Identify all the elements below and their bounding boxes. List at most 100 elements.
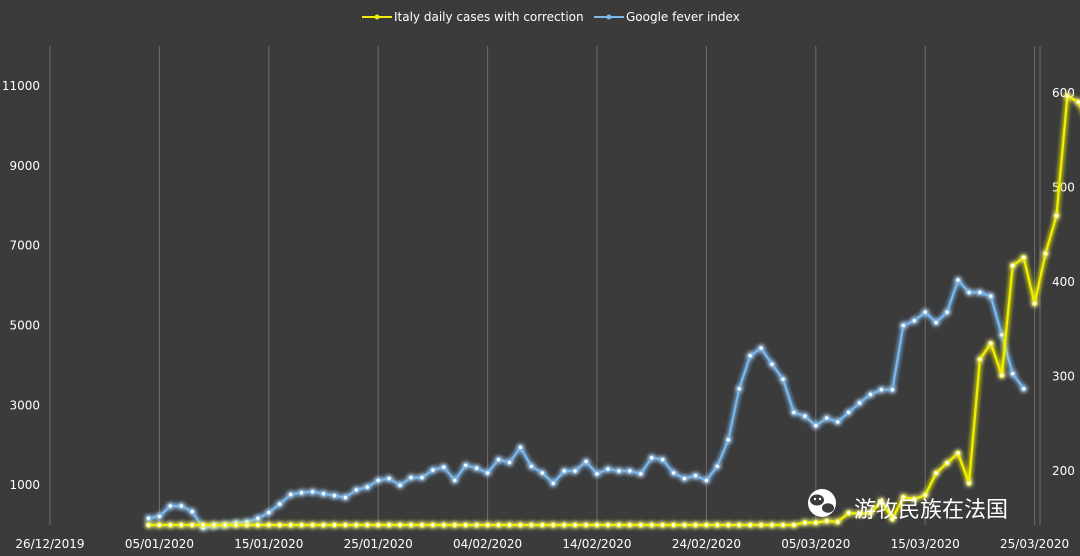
italy-point [309, 522, 316, 528]
google-point [725, 437, 731, 443]
italy-point [933, 470, 939, 476]
legend-label-google: Google fever index [626, 10, 740, 24]
google-point [736, 386, 742, 392]
italy-point [977, 356, 983, 363]
y-left-tick-label: 5000 [9, 318, 40, 332]
x-tick-label: 14/02/2020 [562, 537, 631, 551]
italy-point [167, 522, 174, 528]
italy-point [692, 522, 699, 528]
italy-point [572, 522, 578, 528]
italy-point [616, 522, 622, 528]
italy-point [528, 522, 535, 528]
google-point [638, 471, 644, 477]
google-point [353, 487, 359, 493]
google-point [922, 309, 928, 315]
italy-point [397, 522, 403, 528]
italy-point [506, 522, 513, 528]
italy-point [364, 522, 370, 528]
y-right-tick-label: 300 [1052, 370, 1075, 384]
google-point [977, 289, 983, 296]
google-point [911, 318, 917, 324]
google-point [747, 353, 753, 359]
italy-line [148, 94, 1080, 527]
google-point [988, 293, 994, 299]
italy-point [988, 340, 994, 347]
italy-point [670, 522, 677, 528]
italy-point [375, 522, 381, 528]
google-point [670, 470, 677, 476]
italy-point [714, 522, 720, 528]
x-tick-label: 24/02/2020 [672, 537, 741, 551]
google-point [572, 468, 578, 474]
series-italy [145, 93, 1080, 528]
italy-point [1031, 300, 1038, 307]
y-right-tick-label: 500 [1052, 181, 1075, 195]
google-point [386, 475, 392, 482]
italy-point [200, 522, 206, 528]
italy-point [802, 519, 808, 526]
google-point [878, 387, 885, 393]
google-point [419, 474, 425, 481]
italy-point [681, 522, 688, 528]
series-google [145, 277, 1027, 531]
google-point [845, 409, 852, 416]
italy-point [550, 522, 556, 528]
italy-point [178, 522, 185, 528]
y-left-tick-label: 7000 [9, 239, 40, 253]
watermark: 游牧民族在法国 [808, 489, 1008, 523]
google-point [867, 391, 874, 398]
google-point [495, 457, 502, 463]
italy-point [452, 522, 458, 528]
italy-point [725, 522, 731, 528]
italy-point [966, 480, 972, 486]
y-left-tick-label: 1000 [9, 478, 40, 492]
google-point [955, 277, 961, 283]
italy-point [277, 522, 283, 528]
google-point [331, 492, 338, 499]
google-point [835, 419, 841, 425]
google-point [824, 415, 830, 421]
y-right-tick-label: 200 [1052, 464, 1075, 478]
google-point [266, 509, 272, 516]
google-point [255, 515, 261, 521]
google-point [145, 515, 152, 521]
italy-point [594, 522, 600, 528]
google-point [966, 289, 972, 296]
x-tick-label: 05/03/2020 [781, 537, 850, 551]
google-point [441, 464, 447, 470]
google-point [178, 503, 185, 509]
italy-point [1042, 250, 1049, 257]
italy-point [1021, 254, 1027, 261]
italy-point [845, 510, 852, 516]
italy-point [353, 522, 359, 528]
italy-point [856, 511, 863, 517]
google-point [1010, 371, 1016, 377]
google-point [758, 345, 764, 351]
italy-point [1053, 213, 1060, 219]
google-point [375, 477, 381, 484]
italy-point [386, 522, 392, 528]
italy-point [999, 372, 1005, 378]
google-point [900, 322, 906, 329]
italy-point [331, 522, 338, 528]
google-point [1021, 386, 1027, 392]
x-tick-label: 15/01/2020 [234, 537, 303, 551]
google-point [856, 400, 863, 406]
italy-point [255, 522, 261, 528]
google-point [277, 501, 283, 507]
legend-item-google: Google fever index [594, 10, 740, 24]
italy-point [769, 522, 775, 528]
google-point [528, 463, 535, 469]
italy-point [791, 522, 797, 528]
italy-point [955, 450, 961, 456]
google-point [517, 444, 524, 451]
axes: 26/12/2019 05/01/2020 15/01/2020 25/01/2020… [2, 79, 1075, 551]
google-point [298, 490, 305, 496]
italy-point [244, 522, 250, 528]
google-point [999, 332, 1005, 338]
italy-point [495, 522, 502, 528]
y-left-tick-label: 9000 [9, 159, 40, 173]
google-point [463, 462, 469, 468]
google-point [692, 473, 699, 479]
series [145, 93, 1080, 531]
